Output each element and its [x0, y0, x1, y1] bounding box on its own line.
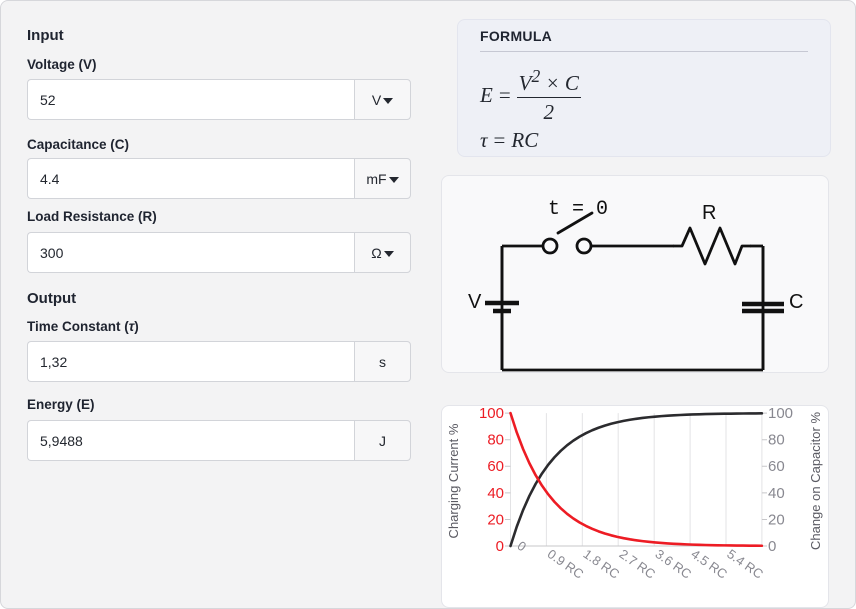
svg-text:2.7 RC: 2.7 RC — [616, 546, 658, 581]
svg-text:Charging Current %: Charging Current % — [446, 423, 461, 538]
svg-text:0: 0 — [768, 538, 776, 555]
svg-text:0: 0 — [496, 538, 504, 555]
svg-text:80: 80 — [768, 432, 785, 449]
svg-text:R: R — [702, 202, 716, 224]
svg-text:40: 40 — [487, 485, 504, 502]
svg-text:100: 100 — [768, 406, 793, 422]
svg-text:t = 0: t = 0 — [548, 198, 608, 221]
svg-text:3.6 RC: 3.6 RC — [652, 546, 694, 581]
svg-text:5.4 RC: 5.4 RC — [724, 546, 766, 581]
svg-text:4.5 RC: 4.5 RC — [688, 546, 730, 581]
svg-text:C: C — [789, 291, 803, 313]
svg-text:80: 80 — [487, 432, 504, 449]
svg-text:1.8 RC: 1.8 RC — [581, 546, 623, 581]
svg-text:0.9 RC: 0.9 RC — [545, 546, 587, 581]
svg-text:20: 20 — [768, 511, 785, 528]
svg-text:60: 60 — [768, 458, 785, 475]
svg-text:100: 100 — [479, 406, 504, 422]
svg-text:40: 40 — [768, 485, 785, 502]
svg-text:Change on Capacitor %: Change on Capacitor % — [808, 412, 823, 550]
svg-text:V: V — [468, 291, 482, 313]
svg-text:60: 60 — [487, 458, 504, 475]
svg-text:20: 20 — [487, 511, 504, 528]
